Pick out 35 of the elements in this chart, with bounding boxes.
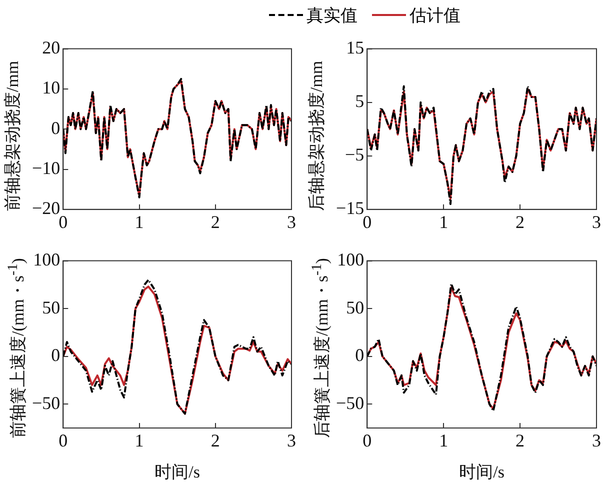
x-tick-label: 3 xyxy=(287,212,296,232)
x-tick-label: 1 xyxy=(439,212,448,232)
y-tick-label: 50 xyxy=(42,297,60,318)
y-tick-label: 100 xyxy=(337,250,364,270)
x-tick-label: 2 xyxy=(210,430,220,451)
y-tick-label: 0 xyxy=(51,118,60,138)
y-tick-label: 15 xyxy=(346,38,364,58)
legend-label: 估计值 xyxy=(410,4,460,26)
x-tick-label: 1 xyxy=(439,430,448,451)
x-tick-label: 2 xyxy=(516,430,525,451)
y-tick-label: −15 xyxy=(336,198,364,218)
y-tick-label: −5 xyxy=(344,144,364,165)
y-tick-label: 10 xyxy=(42,78,60,98)
y-tick-label: −50 xyxy=(336,392,364,413)
y-tick-label: 5 xyxy=(355,91,364,112)
y-axis-title: 后轴悬架动挠度/mm xyxy=(306,60,327,214)
x-axis-title: 时间/s xyxy=(154,462,200,482)
y-tick-label: 20 xyxy=(42,38,60,58)
y-tick-label: 0 xyxy=(355,345,364,366)
y-tick-label: −20 xyxy=(32,198,60,218)
y-tick-label: 0 xyxy=(51,345,60,366)
x-axis-title: 时间/s xyxy=(459,462,504,482)
y-tick-label: 50 xyxy=(346,297,364,318)
x-tick-label: 3 xyxy=(592,430,601,451)
x-tick-label: 2 xyxy=(516,212,525,232)
x-tick-label: 3 xyxy=(287,430,296,451)
y-tick-label: −10 xyxy=(32,158,60,178)
x-tick-label: 2 xyxy=(210,212,220,232)
x-tick-label: 1 xyxy=(134,212,144,232)
x-tick-label: 1 xyxy=(134,430,144,451)
y-tick-label: −50 xyxy=(32,392,60,413)
y-tick-label: 100 xyxy=(33,250,60,270)
legend-label: 真实值 xyxy=(306,4,358,26)
x-tick-label: 3 xyxy=(592,212,601,232)
y-axis-title: 前轴悬架动挠度/mm xyxy=(2,60,23,214)
